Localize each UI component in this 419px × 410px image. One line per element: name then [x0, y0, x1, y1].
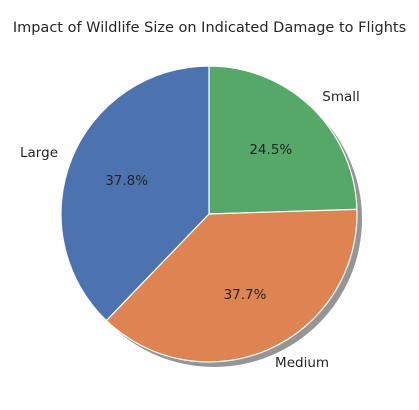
slice-value-medium: 37.7% [224, 287, 267, 303]
pie-slices [60, 65, 358, 363]
slice-label-large: Large [20, 145, 58, 161]
slice-label-medium: Medium [275, 355, 329, 371]
slice-value-small: 24.5% [249, 142, 292, 158]
pie-slice-medium [105, 208, 358, 363]
pie-slice-large [60, 65, 210, 322]
chart-title: Impact of Wildlife Size on Indicated Dam… [13, 20, 406, 36]
slice-value-large: 37.8% [105, 173, 148, 189]
pie-labels: Small 24.5% Medium 37.7% Large 37.8% [20, 89, 360, 371]
pie-slice-small [208, 65, 358, 215]
slice-label-small: Small [322, 89, 360, 105]
